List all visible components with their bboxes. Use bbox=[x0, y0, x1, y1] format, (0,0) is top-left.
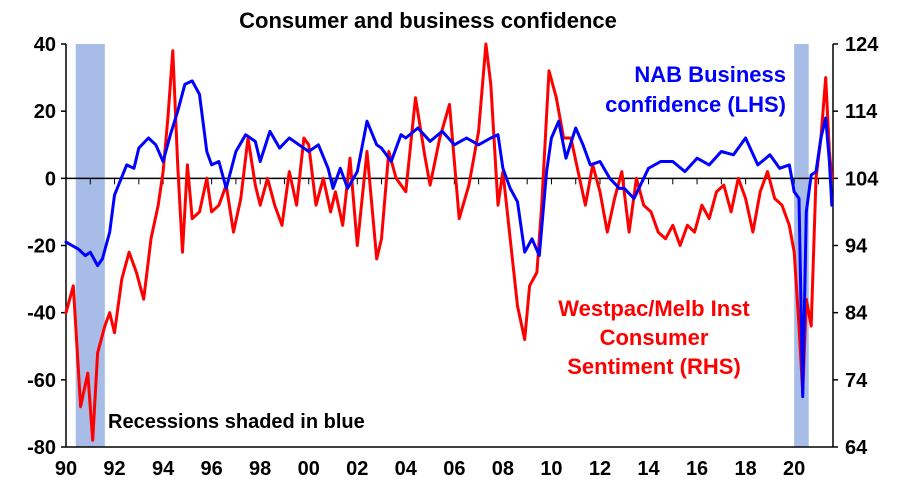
left-tick-label: 0 bbox=[45, 168, 56, 190]
consumer-sentiment-line bbox=[64, 42, 834, 442]
x-tick-label: 94 bbox=[152, 458, 175, 480]
x-tick-label: 08 bbox=[492, 458, 514, 480]
x-tick-label: 06 bbox=[443, 458, 465, 480]
westpac-label-line: Sentiment (RHS) bbox=[567, 354, 741, 379]
x-tick-label: 02 bbox=[346, 458, 368, 480]
x-tick-label: 00 bbox=[298, 458, 320, 480]
x-tick-label: 96 bbox=[201, 458, 223, 480]
x-tick-label: 18 bbox=[734, 458, 756, 480]
x-tick-label: 04 bbox=[395, 458, 418, 480]
x-tick-label: 90 bbox=[55, 458, 77, 480]
right-tick-label: 64 bbox=[845, 437, 868, 459]
right-tick-label: 94 bbox=[845, 236, 868, 258]
left-tick-label: 40 bbox=[34, 34, 56, 56]
nab-business-confidence-line bbox=[64, 79, 834, 399]
right-tick-label: 124 bbox=[845, 34, 879, 56]
x-tick-label: 10 bbox=[540, 458, 562, 480]
left-tick-label: -60 bbox=[27, 370, 56, 392]
x-tick-label: 12 bbox=[589, 458, 611, 480]
x-tick-label: 14 bbox=[637, 458, 660, 480]
recession-band-0 bbox=[75, 44, 105, 447]
chart-title: Consumer and business confidence bbox=[239, 8, 617, 33]
nab-label-line: confidence (LHS) bbox=[605, 92, 786, 117]
x-tick-label: 92 bbox=[103, 458, 125, 480]
right-tick-label: 114 bbox=[845, 101, 878, 123]
left-tick-label: -20 bbox=[27, 236, 56, 258]
right-tick-label: 74 bbox=[845, 370, 868, 392]
nab-label-line: NAB Business bbox=[634, 62, 786, 87]
left-tick-label: -40 bbox=[27, 303, 56, 325]
x-tick-label: 20 bbox=[783, 458, 805, 480]
x-tick-label: 98 bbox=[249, 458, 271, 480]
axes: 40 20 0 -20 -40 -60 -80 124 114 104 94 84 74 64 90 92 94… bbox=[27, 34, 879, 480]
left-tick-label: 20 bbox=[34, 101, 56, 123]
x-tick-label: 16 bbox=[686, 458, 708, 480]
series-labels: NAB Business confidence (LHS) Westpac/Melb… bbox=[558, 62, 786, 379]
recession-note: Recessions shaded in blue bbox=[108, 411, 365, 433]
right-tick-label: 84 bbox=[845, 303, 868, 325]
westpac-label-line: Westpac/Melb Inst bbox=[558, 296, 750, 321]
series-lines bbox=[64, 42, 834, 442]
left-tick-label: -80 bbox=[27, 437, 56, 459]
right-tick-label: 104 bbox=[845, 168, 879, 190]
westpac-label-line: Consumer bbox=[600, 325, 709, 350]
